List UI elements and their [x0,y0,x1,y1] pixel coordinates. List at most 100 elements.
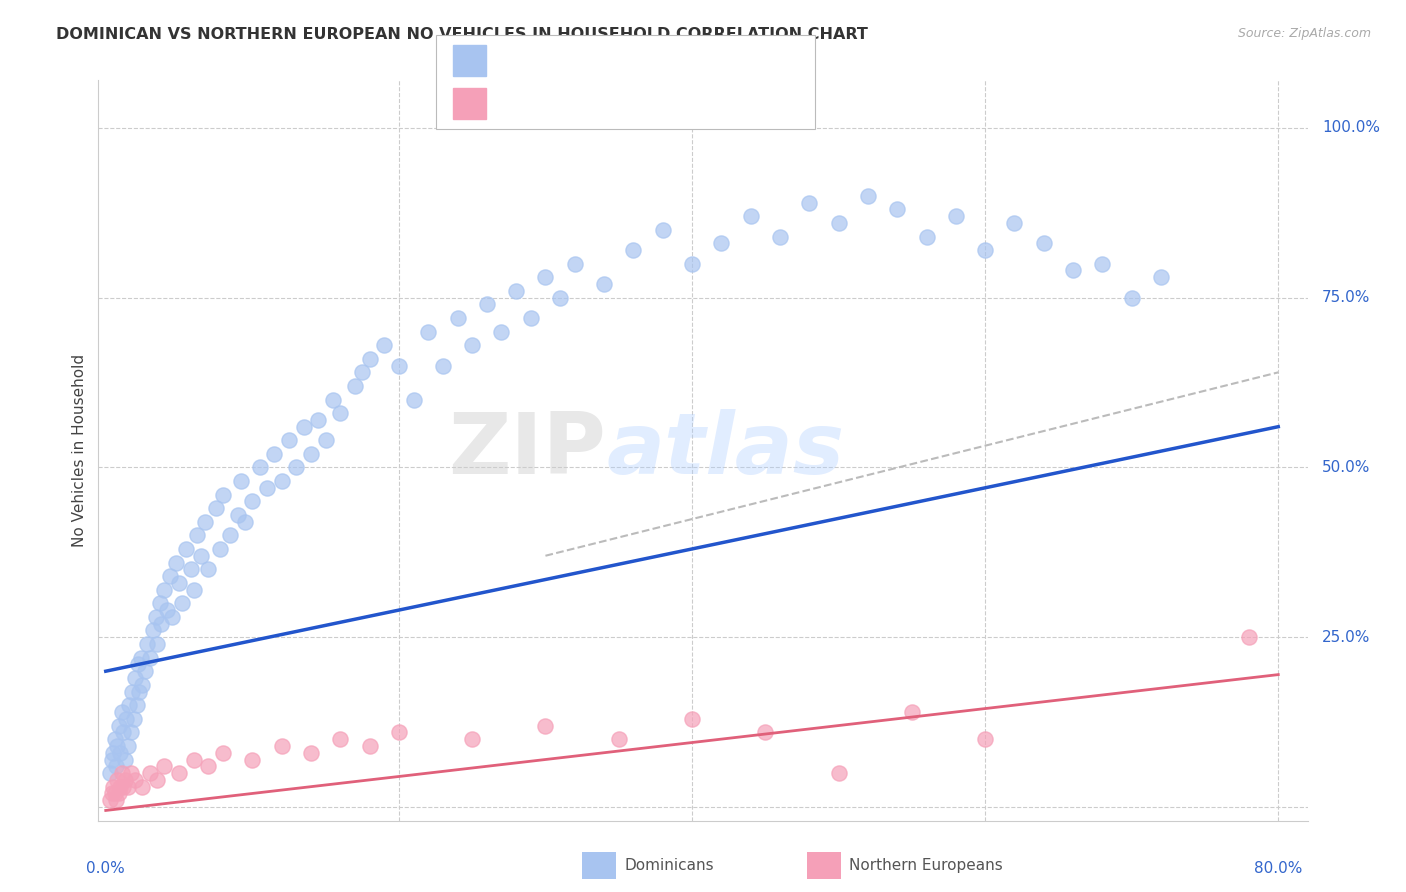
Point [285,460,308,475]
Text: 100.0%: 100.0% [1322,120,1381,136]
Point [146,637,169,651]
Point [183,752,205,766]
Text: DOMINICAN VS NORTHERN EUROPEAN NO VEHICLES IN HOUSEHOLD CORRELATION CHART: DOMINICAN VS NORTHERN EUROPEAN NO VEHICL… [56,27,868,42]
Point [219,528,242,542]
Point [1121,291,1143,305]
Point [176,541,198,556]
Point [240,752,263,766]
Point [740,209,762,223]
Point [754,725,776,739]
Point [352,365,374,379]
Point [856,188,879,202]
Point [418,325,440,339]
Point [100,787,122,801]
Point [118,698,141,713]
Point [124,772,146,787]
Point [564,257,586,271]
Point [115,712,138,726]
Point [167,575,190,590]
Point [121,684,143,698]
Point [491,325,513,339]
Point [388,359,411,373]
Point [194,515,217,529]
Point [135,637,157,651]
Text: 25.0%: 25.0% [1322,630,1371,645]
Point [129,650,152,665]
Point [98,766,121,780]
Point [229,474,252,488]
Point [710,236,733,251]
Point [145,610,167,624]
Point [270,474,292,488]
Point [186,528,208,542]
Point [180,562,202,576]
Point [117,780,139,794]
Point [150,616,173,631]
Point [156,603,179,617]
Point [1091,257,1114,271]
Point [461,732,484,747]
Point [1062,263,1084,277]
Point [461,338,484,352]
Point [307,413,329,427]
Point [165,556,187,570]
Point [142,624,165,638]
Point [593,277,616,291]
Point [299,746,322,760]
Point [212,487,235,501]
Point [827,216,849,230]
Point [329,406,352,420]
Text: Northern Europeans: Northern Europeans [849,858,1002,872]
Point [190,549,212,563]
Point [651,223,673,237]
Point [111,705,134,719]
Point [131,678,153,692]
Point [159,569,181,583]
Point [1004,216,1026,230]
Point [114,772,136,787]
Y-axis label: No Vehicles in Household: No Vehicles in Household [72,354,87,547]
Point [209,541,232,556]
Point [256,481,278,495]
Point [548,291,571,305]
Point [107,739,129,753]
Text: R = 0.491   N =  37: R = 0.491 N = 37 [496,95,658,112]
Point [128,684,150,698]
Point [505,284,527,298]
Point [108,787,131,801]
Point [131,780,153,794]
Text: 75.0%: 75.0% [1322,290,1371,305]
Point [322,392,344,407]
Text: R = 0.445   N = 102: R = 0.445 N = 102 [496,52,664,70]
Point [105,793,128,807]
Point [945,209,967,223]
Point [315,434,337,448]
Point [124,671,146,685]
Point [149,596,172,610]
Point [343,379,366,393]
Point [901,705,924,719]
Point [915,229,938,244]
Point [204,501,226,516]
Point [125,698,148,713]
Point [329,732,352,747]
Point [122,712,145,726]
Point [827,766,849,780]
Point [607,732,630,747]
Point [170,596,193,610]
Point [402,392,425,407]
Point [974,243,997,257]
Point [446,311,468,326]
Text: 50.0%: 50.0% [1322,460,1371,475]
Point [103,732,125,747]
Point [769,229,792,244]
Point [114,752,136,766]
Point [226,508,249,522]
Point [108,718,131,732]
Point [475,297,498,311]
Point [799,195,821,210]
Text: atlas: atlas [606,409,845,492]
Point [146,772,169,787]
Point [197,759,219,773]
Point [153,582,176,597]
